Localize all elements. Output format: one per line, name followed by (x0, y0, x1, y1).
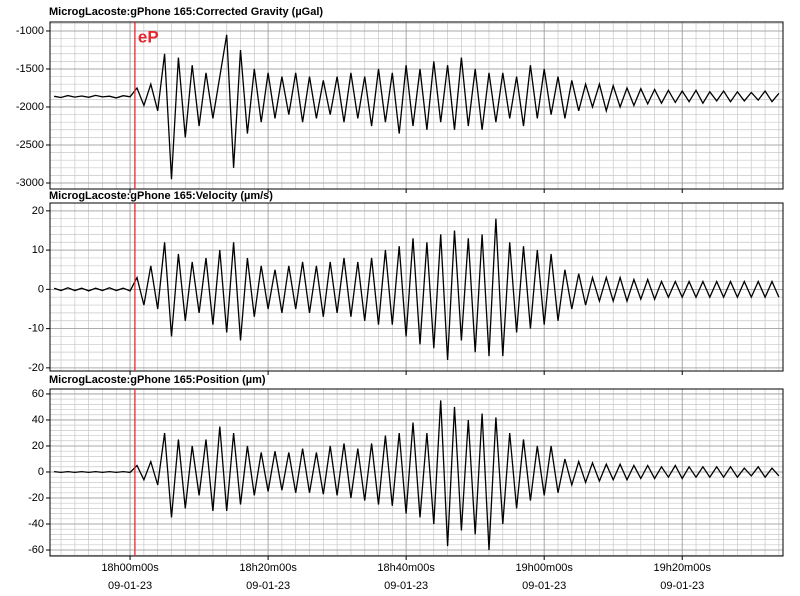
y-tick-label: -3000 (16, 177, 44, 189)
annotation-label: eP (138, 27, 159, 46)
y-tick-label: -20 (28, 492, 44, 504)
x-tick-label: 18h00m00s (101, 562, 159, 574)
y-tick-label: -2500 (16, 139, 44, 151)
y-tick-label: -2000 (16, 101, 44, 113)
y-tick-label: 20 (32, 440, 44, 452)
panel-title: MicrogLacoste:gPhone 165:Position (µm) (49, 374, 266, 386)
x-tick-label: 18h40m00s (377, 562, 435, 574)
panel-title: MicrogLacoste:gPhone 165:Corrected Gravi… (49, 6, 323, 18)
plot-frame (49, 21, 784, 190)
x-tick-date: 09-01-23 (108, 580, 152, 592)
y-tick-label: 60 (32, 388, 44, 400)
waveform (53, 218, 780, 361)
y-tick-label: 10 (32, 244, 44, 256)
plot-area (50, 22, 783, 189)
y-tick-label: -1500 (16, 63, 44, 75)
plot-frame (49, 388, 784, 557)
x-tick-label: 19h20m00s (653, 562, 711, 574)
y-tick-label: 0 (38, 466, 44, 478)
x-tick-date: 09-01-23 (522, 580, 566, 592)
y-tick-label: 20 (32, 205, 44, 217)
panel-title: MicrogLacoste:gPhone 165:Velocity (µm/s) (49, 190, 273, 202)
y-tick-label: -10 (28, 323, 44, 335)
x-tick-date: 09-01-23 (384, 580, 428, 592)
waveform (53, 34, 780, 180)
plot-frame (49, 202, 784, 372)
y-tick-label: -1000 (16, 25, 44, 37)
x-tick-label: 19h00m00s (515, 562, 573, 574)
x-tick-date: 09-01-23 (660, 580, 704, 592)
y-tick-label: -20 (28, 362, 44, 374)
y-tick-label: -40 (28, 518, 44, 530)
y-tick-label: 40 (32, 414, 44, 426)
y-tick-label: 0 (38, 283, 44, 295)
waveform (54, 400, 780, 551)
y-tick-label: -60 (28, 544, 44, 556)
x-tick-label: 18h20m00s (239, 562, 297, 574)
x-tick-date: 09-01-23 (246, 580, 290, 592)
